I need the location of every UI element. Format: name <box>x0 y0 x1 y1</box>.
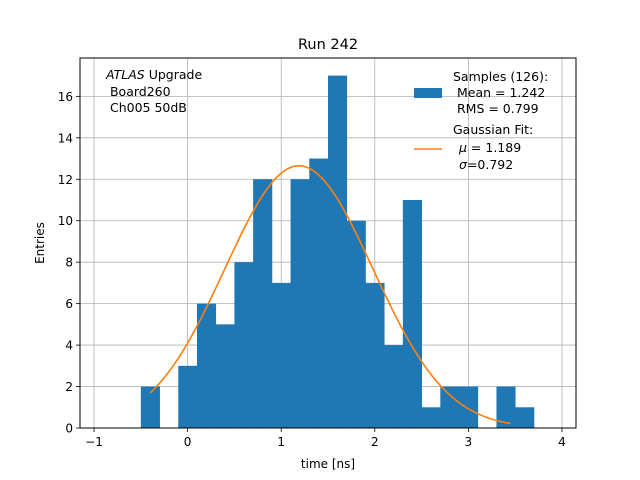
y-tick-label: 14 <box>58 131 73 145</box>
histogram-bar <box>234 262 254 428</box>
histogram-bar <box>365 282 385 428</box>
histogram-bar <box>271 282 291 428</box>
y-tick-label: 2 <box>65 380 73 394</box>
x-tick-label: 0 <box>184 435 192 449</box>
gaussian-fit <box>149 164 511 425</box>
histogram-bar <box>178 365 198 428</box>
legend-histogram-mean: Mean = 1.242 <box>453 85 545 100</box>
y-tick-label: 4 <box>65 339 73 353</box>
y-tick-label: 6 <box>65 297 73 311</box>
histogram-bar <box>421 407 441 428</box>
legend-fit-sigma: σ=0.792 <box>459 157 513 172</box>
y-tick-label: 16 <box>58 90 73 104</box>
x-tick-label: 3 <box>465 435 473 449</box>
y-axis-label: Entries <box>33 222 47 264</box>
histogram-bar <box>215 324 235 428</box>
histogram-bar <box>496 386 516 428</box>
histogram-bar <box>459 386 479 428</box>
legend-fit-label: Gaussian Fit: <box>453 122 533 137</box>
chart-title: Run 242 <box>298 37 358 53</box>
y-tick-label: 12 <box>58 173 73 187</box>
y-tick-label: 10 <box>58 214 73 228</box>
histogram-bar <box>309 158 329 428</box>
histogram-bars <box>140 75 535 428</box>
histogram-bar <box>140 386 160 428</box>
legend-histogram-rms: RMS = 0.799 <box>453 101 539 116</box>
legend-histogram-label: Samples (126): <box>453 69 548 84</box>
y-tick-label: 8 <box>65 256 73 270</box>
x-tick-label: 1 <box>277 435 285 449</box>
annotation-line-3: Ch005 50dB <box>106 100 187 115</box>
legend-fit-mu: μ = 1.189 <box>458 140 521 155</box>
histogram-bar <box>328 75 348 428</box>
histogram-bar <box>290 179 310 428</box>
x-tick-label: −1 <box>85 435 103 449</box>
x-tick-label: 4 <box>558 435 566 449</box>
histogram-bar <box>440 386 460 428</box>
histogram-bar <box>384 345 404 428</box>
atlas-annotation: ATLAS Upgrade Board260 Ch005 50dB <box>105 67 202 115</box>
histogram-bar <box>196 303 217 428</box>
annotation-line-2: Board260 <box>106 84 171 99</box>
histogram-bar <box>253 179 273 428</box>
plot-frame <box>79 57 577 429</box>
y-tick-label: 0 <box>65 422 73 436</box>
histogram-bar <box>402 199 422 428</box>
gaussian-fit-line <box>149 164 511 425</box>
legend-histogram-swatch <box>414 88 442 98</box>
x-axis-label: time [ns] <box>301 457 355 471</box>
histogram-bar <box>346 220 366 428</box>
x-tick-label: 2 <box>371 435 379 449</box>
legend: Samples (126): Mean = 1.242 RMS = 0.799 … <box>414 69 548 172</box>
annotation-line-1: ATLAS Upgrade <box>105 67 202 82</box>
histogram-bar <box>515 407 535 428</box>
